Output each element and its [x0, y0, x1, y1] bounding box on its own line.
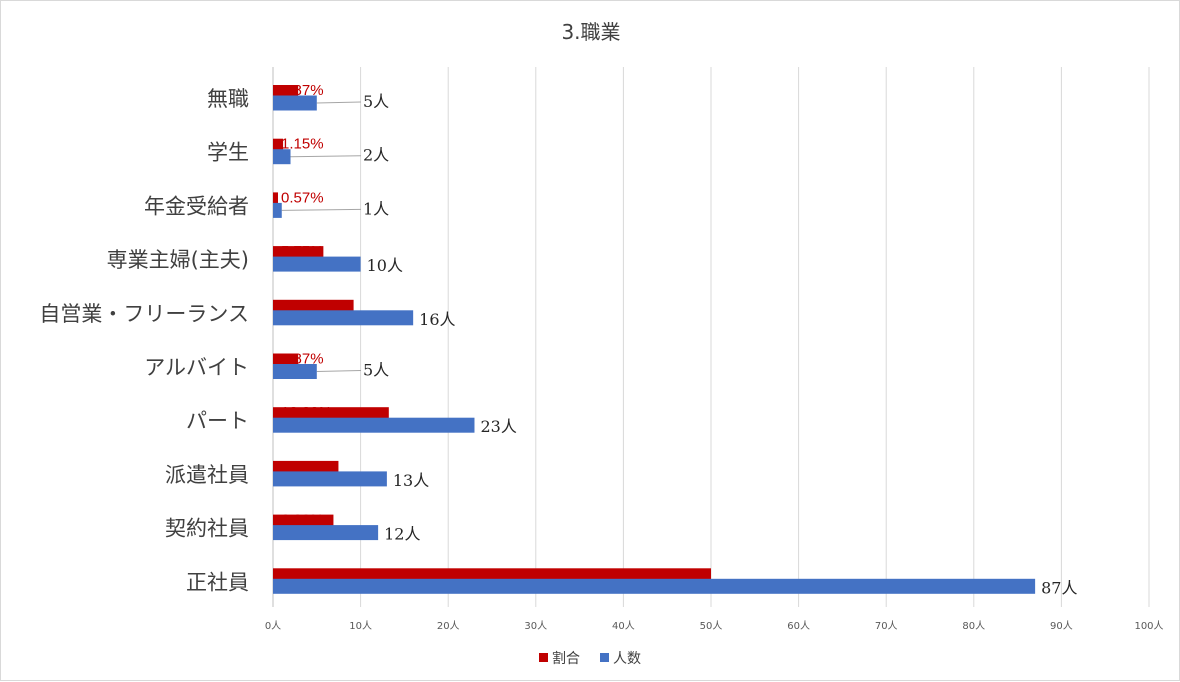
x-tick-label: 0人 [265, 620, 281, 632]
category-label: 派遣社員 [165, 463, 249, 487]
x-tick-label: 100人 [1134, 620, 1163, 632]
chart-title: 3.職業 [561, 20, 620, 44]
count-bar [273, 95, 317, 111]
count-data-label: 5人 [363, 92, 389, 111]
leader-line [290, 155, 362, 158]
legend-label-ratio: 割合 [552, 650, 580, 667]
x-tick-label: 60人 [787, 620, 810, 632]
ratio-data-label: 2.87% [281, 82, 324, 99]
x-tick-label: 40人 [612, 620, 635, 632]
category-label: 自営業・フリーランス [39, 302, 249, 326]
ratio-data-label: 5.75% [281, 243, 324, 260]
count-data-label: 13人 [393, 471, 429, 490]
category-label: 専業主婦(主夫) [107, 248, 249, 272]
category-label: 学生 [207, 141, 249, 165]
bars [273, 85, 1036, 594]
x-tick-label: 10人 [349, 620, 372, 632]
count-bar [273, 202, 282, 218]
legend-swatch-count [600, 653, 609, 662]
leader-line [316, 101, 362, 104]
x-tick-label: 80人 [962, 620, 985, 632]
count-bar [273, 256, 361, 272]
leader-line [281, 208, 362, 211]
x-tick-label: 90人 [1050, 620, 1073, 632]
legend: 割合 人数 [539, 650, 641, 667]
count-data-label: 87人 [1041, 578, 1077, 597]
count-bar [273, 417, 475, 433]
ratio-data-label: 2.87% [281, 351, 324, 368]
ratio-bar [273, 192, 278, 208]
count-data-label: 12人 [384, 525, 420, 544]
count-bar [273, 471, 387, 487]
count-bar [273, 310, 414, 326]
ratio-data-label: 6.90% [281, 512, 324, 529]
count-data-label: 5人 [363, 361, 389, 380]
ratio-data-label: 0.57% [281, 189, 324, 206]
data-labels: 2.87% 5人 1.15% 2人 0.57% 1人 5.75% 10人 9.20% 16人 2.8… [281, 82, 1077, 597]
count-bar [273, 149, 291, 165]
leader-lines [281, 101, 362, 372]
legend-label-count: 人数 [613, 651, 641, 667]
ratio-data-label: 50.00% [281, 565, 332, 582]
count-data-label: 10人 [367, 256, 403, 275]
category-label: 契約社員 [165, 517, 249, 541]
legend-swatch-ratio [539, 653, 548, 662]
count-bar [273, 364, 317, 379]
x-tick-label: 20人 [437, 620, 460, 632]
category-label: 無職 [207, 87, 249, 111]
x-tick-label: 30人 [524, 620, 547, 632]
count-data-label: 1人 [363, 199, 389, 218]
count-data-label: 16人 [419, 310, 455, 329]
x-tick-label: 50人 [700, 620, 723, 632]
category-label: アルバイト [144, 356, 249, 380]
count-data-label: 2人 [363, 146, 389, 165]
x-axis-ticks: 0人 10人 20人 30人 40人 50人 60人 70人 80人 90人 100人 [265, 620, 1164, 632]
category-label: パート [186, 409, 249, 433]
ratio-bar [273, 138, 284, 154]
category-label: 年金受給者 [144, 194, 249, 218]
count-data-label: 23人 [480, 417, 516, 436]
category-label: 正社員 [186, 570, 249, 594]
leader-line [316, 370, 362, 372]
count-bar [273, 525, 379, 541]
ratio-data-label: 1.15% [281, 136, 324, 153]
ratio-data-label: 9.20% [281, 297, 324, 314]
count-bar [273, 578, 1036, 594]
x-tick-label: 70人 [875, 620, 898, 632]
gridlines [272, 67, 1150, 607]
ratio-data-label: 13.22% [281, 404, 332, 421]
ratio-data-label: 7.47% [281, 458, 324, 475]
